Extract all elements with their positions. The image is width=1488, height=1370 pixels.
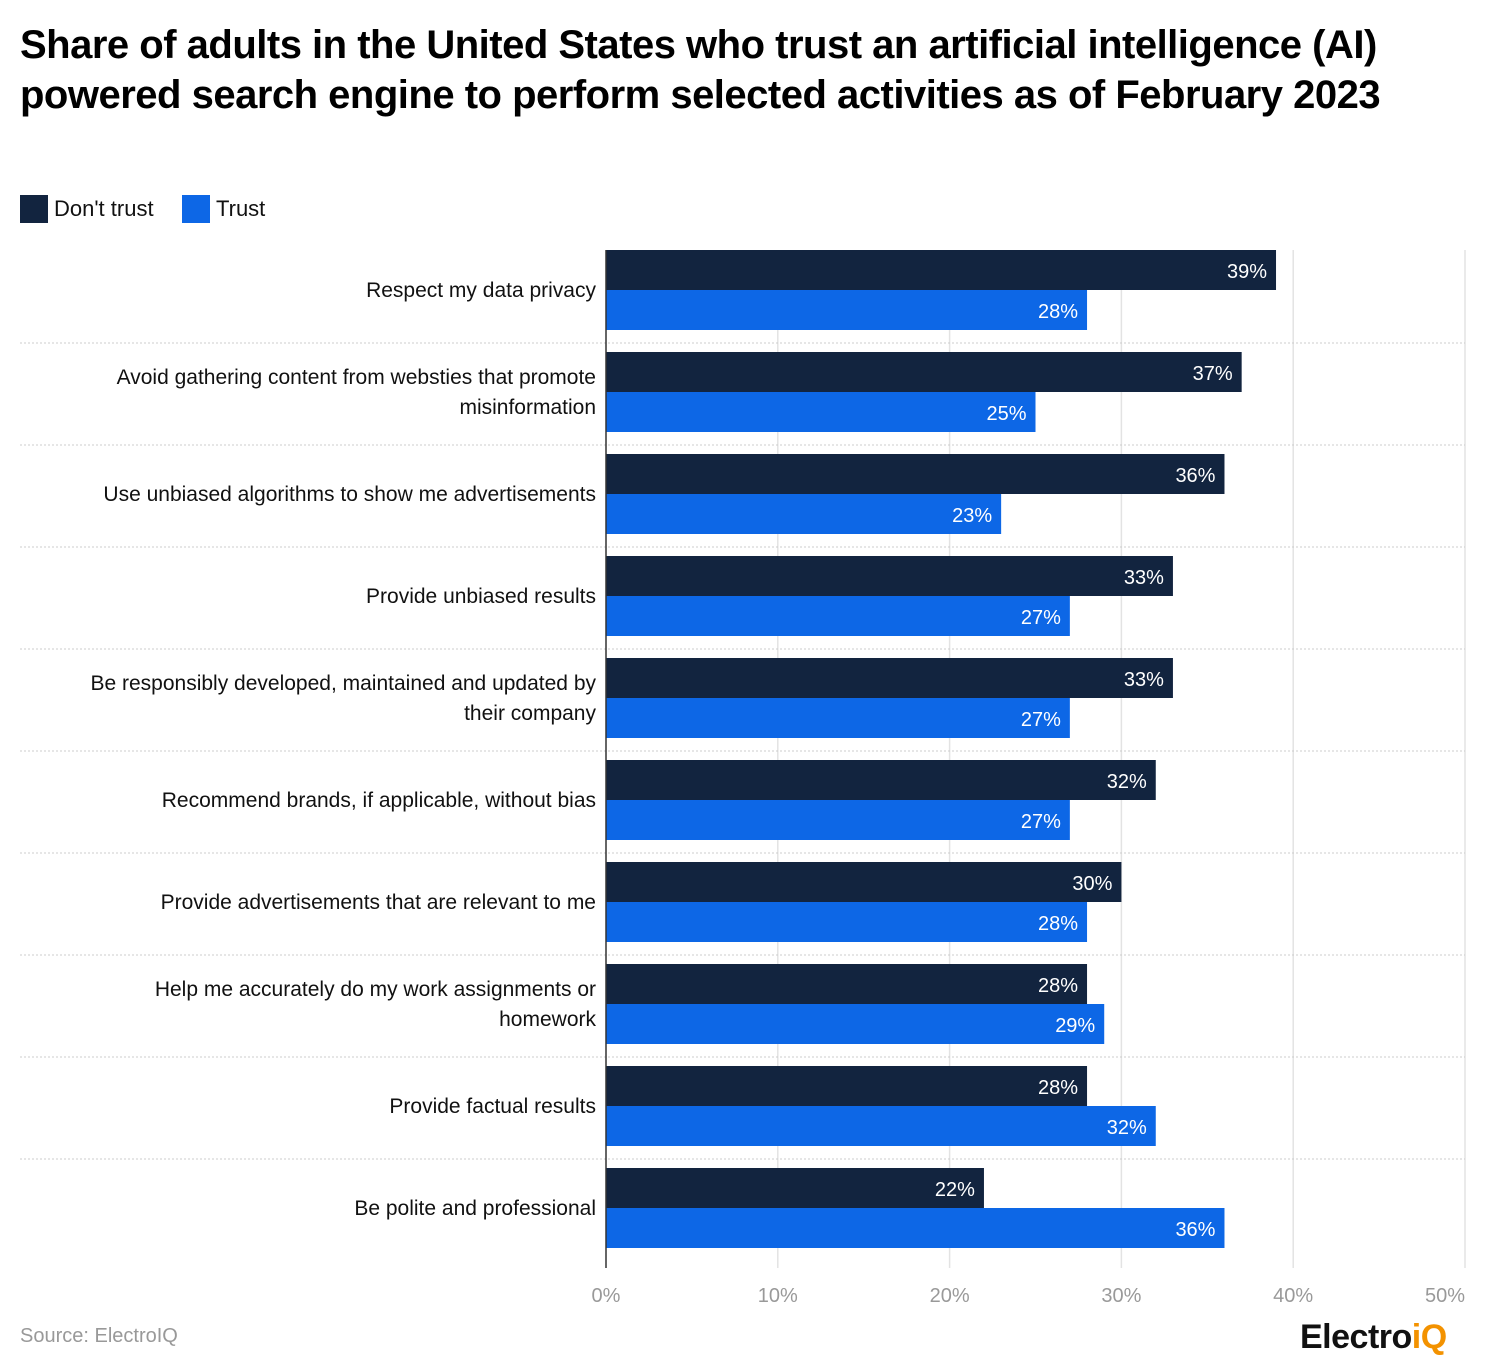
data-label: 27% [1021,811,1061,833]
data-label: 29% [1055,1015,1095,1037]
bar-trust [606,596,1070,636]
bar-dont-trust [606,964,1088,1004]
x-tick-label: 0% [592,1285,621,1307]
bar-trust [606,1208,1225,1248]
chart-title: Share of adults in the United States who… [20,23,1381,117]
category-label: Use unbiased algorithms to show me adver… [103,483,596,506]
category-label: Provide unbiased results [366,585,596,608]
category-label: Provide factual results [389,1095,596,1118]
data-label: 27% [1021,709,1061,731]
x-tick-label: 20% [930,1285,970,1307]
category-label: Provide advertisements that are relevant… [161,891,596,914]
bar-trust [606,800,1070,840]
category-label: Be polite and professional [354,1197,596,1220]
data-label: 39% [1227,261,1267,283]
data-label: 28% [1038,913,1078,935]
bar-dont-trust [606,658,1173,698]
source-note: Source: ElectroIQ [20,1325,178,1347]
bar-trust [606,290,1088,330]
bar-trust [606,494,1002,534]
bar-dont-trust [606,1066,1088,1106]
data-label: 33% [1124,669,1164,691]
data-label: 32% [1107,1117,1147,1139]
bar-dont-trust [606,454,1225,494]
bar-dont-trust [606,1168,984,1208]
data-label: 23% [952,505,992,527]
legend-item-trust: Trust [182,195,265,223]
category-label: Respect my data privacy [366,279,596,302]
x-tick-label: 10% [758,1285,798,1307]
legend-swatch-dont-trust [20,195,48,223]
category-label: Avoid gathering content from websties th… [117,366,596,419]
data-label: 28% [1038,1077,1078,1099]
legend-item-dont-trust: Don't trust [20,195,154,223]
bar-trust [606,1004,1105,1044]
legend-swatch-trust [182,195,210,223]
bar-trust [606,392,1036,432]
electroiq-logo: ElectroiQ [1300,1318,1447,1356]
bar-dont-trust [606,556,1173,596]
data-label: 33% [1124,567,1164,589]
bar-chart: 0% 10% 20% 30% 40% 50% Respect my data privacy… [20,250,1466,1307]
bar-trust [606,1106,1156,1146]
bar-dont-trust [606,760,1156,800]
data-label: 37% [1193,363,1233,385]
legend-label-trust: Trust [216,196,266,221]
data-label: 36% [1175,465,1215,487]
data-label: 28% [1038,975,1078,997]
x-tick-label: 30% [1101,1285,1141,1307]
data-label: 27% [1021,607,1061,629]
data-label: 36% [1175,1219,1215,1241]
category-label: Be responsibly developed, maintained and… [90,672,596,725]
x-tick-label: 40% [1273,1285,1313,1307]
bar-trust [606,902,1088,942]
data-label: 25% [986,403,1026,425]
x-tick-label: 50% [1425,1285,1465,1307]
category-label: Recommend brands, if applicable, without… [162,789,596,812]
data-label: 32% [1107,771,1147,793]
bar-dont-trust [606,862,1122,902]
data-label: 30% [1072,873,1112,895]
bar-dont-trust [606,352,1242,392]
data-label: 28% [1038,301,1078,323]
data-label: 22% [935,1179,975,1201]
bar-trust [606,698,1070,738]
category-label: Help me accurately do my work assignment… [155,978,597,1031]
legend-label-dont-trust: Don't trust [54,196,154,221]
bar-dont-trust [606,250,1277,290]
